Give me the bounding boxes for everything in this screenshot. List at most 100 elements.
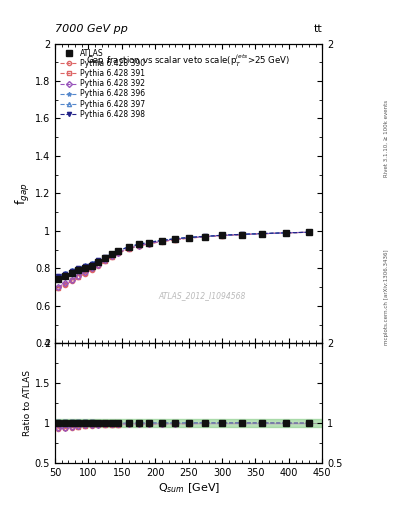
- Pythia 6.428 398: [76, 265, 81, 271]
- Pythia 6.428 391: [116, 250, 121, 256]
- Pythia 6.428 397: [56, 273, 61, 279]
- Pythia 6.428 398: [260, 230, 264, 237]
- Pythia 6.428 396: [56, 273, 61, 280]
- X-axis label: Q$_{sum}$ [GeV]: Q$_{sum}$ [GeV]: [158, 481, 220, 495]
- Pythia 6.428 397: [103, 254, 108, 260]
- Pythia 6.428 396: [126, 244, 131, 250]
- Pythia 6.428 390: [307, 229, 311, 236]
- Pythia 6.428 390: [260, 231, 264, 237]
- Pythia 6.428 392: [126, 245, 131, 251]
- Pythia 6.428 398: [63, 271, 68, 277]
- Line: Pythia 6.428 390: Pythia 6.428 390: [56, 230, 311, 291]
- Pythia 6.428 396: [109, 251, 114, 257]
- Line: Pythia 6.428 391: Pythia 6.428 391: [56, 230, 311, 290]
- Pythia 6.428 398: [103, 254, 108, 260]
- Pythia 6.428 390: [63, 282, 68, 288]
- Pythia 6.428 391: [63, 281, 68, 287]
- Pythia 6.428 398: [146, 240, 151, 246]
- Line: Pythia 6.428 396: Pythia 6.428 396: [56, 230, 311, 279]
- Pythia 6.428 396: [69, 267, 74, 273]
- Pythia 6.428 392: [90, 265, 94, 271]
- Pythia 6.428 396: [307, 229, 311, 236]
- Pythia 6.428 392: [69, 276, 74, 283]
- Pythia 6.428 392: [63, 281, 68, 287]
- Pythia 6.428 390: [103, 258, 108, 264]
- Pythia 6.428 397: [173, 236, 178, 242]
- Pythia 6.428 396: [220, 232, 224, 238]
- Pythia 6.428 398: [56, 273, 61, 280]
- Pythia 6.428 391: [186, 235, 191, 241]
- Pythia 6.428 398: [96, 258, 101, 264]
- Pythia 6.428 398: [116, 248, 121, 254]
- Text: 7000 GeV pp: 7000 GeV pp: [55, 24, 128, 34]
- Pythia 6.428 397: [83, 262, 88, 268]
- Pythia 6.428 398: [220, 232, 224, 238]
- Pythia 6.428 391: [136, 243, 141, 249]
- Text: tt: tt: [314, 24, 322, 34]
- Pythia 6.428 392: [56, 284, 61, 290]
- Pythia 6.428 398: [240, 231, 244, 238]
- Pythia 6.428 392: [83, 269, 88, 275]
- Pythia 6.428 397: [146, 239, 151, 245]
- Pythia 6.428 390: [56, 285, 61, 291]
- Pythia 6.428 390: [160, 239, 164, 245]
- Pythia 6.428 397: [260, 230, 264, 237]
- Pythia 6.428 398: [307, 229, 311, 236]
- Pythia 6.428 391: [56, 285, 61, 291]
- Pythia 6.428 398: [160, 238, 164, 244]
- Bar: [55, 419, 322, 428]
- Pythia 6.428 390: [220, 232, 224, 239]
- Pythia 6.428 397: [76, 265, 81, 271]
- Pythia 6.428 392: [220, 232, 224, 239]
- Pythia 6.428 391: [76, 273, 81, 280]
- Pythia 6.428 391: [146, 241, 151, 247]
- Pythia 6.428 396: [63, 270, 68, 276]
- Pythia 6.428 390: [76, 274, 81, 281]
- Pythia 6.428 390: [136, 243, 141, 249]
- Pythia 6.428 390: [116, 250, 121, 257]
- Pythia 6.428 397: [307, 229, 311, 236]
- Pythia 6.428 391: [83, 270, 88, 276]
- Pythia 6.428 390: [240, 231, 244, 238]
- Pythia 6.428 397: [186, 234, 191, 241]
- Line: Pythia 6.428 392: Pythia 6.428 392: [56, 230, 311, 289]
- Pythia 6.428 396: [76, 265, 81, 271]
- Pythia 6.428 392: [116, 250, 121, 256]
- Pythia 6.428 396: [173, 236, 178, 242]
- Pythia 6.428 391: [103, 258, 108, 264]
- Line: Pythia 6.428 398: Pythia 6.428 398: [56, 230, 311, 279]
- Pythia 6.428 396: [103, 254, 108, 260]
- Pythia 6.428 392: [283, 230, 288, 236]
- Y-axis label: f$_{gap}$: f$_{gap}$: [14, 182, 32, 205]
- Text: mcplots.cern.ch [arXiv:1306.3436]: mcplots.cern.ch [arXiv:1306.3436]: [384, 249, 389, 345]
- Pythia 6.428 397: [90, 260, 94, 266]
- Pythia 6.428 392: [173, 237, 178, 243]
- Pythia 6.428 392: [203, 233, 208, 240]
- Pythia 6.428 391: [69, 278, 74, 284]
- Pythia 6.428 392: [160, 238, 164, 244]
- Pythia 6.428 391: [283, 230, 288, 236]
- Pythia 6.428 397: [96, 257, 101, 263]
- Pythia 6.428 390: [173, 237, 178, 243]
- Text: Gap fraction vs scalar veto scale(p$_T^{jets}$>25 GeV): Gap fraction vs scalar veto scale(p$_T^{…: [86, 53, 291, 69]
- Pythia 6.428 392: [103, 257, 108, 263]
- Pythia 6.428 396: [90, 260, 94, 266]
- Pythia 6.428 392: [109, 253, 114, 259]
- Pythia 6.428 397: [109, 251, 114, 257]
- Legend: ATLAS, Pythia 6.428 390, Pythia 6.428 391, Pythia 6.428 392, Pythia 6.428 396, P: ATLAS, Pythia 6.428 390, Pythia 6.428 39…: [59, 47, 147, 120]
- Pythia 6.428 391: [126, 245, 131, 251]
- Pythia 6.428 396: [283, 230, 288, 236]
- Pythia 6.428 391: [160, 239, 164, 245]
- Pythia 6.428 396: [260, 230, 264, 237]
- Pythia 6.428 390: [146, 241, 151, 247]
- Pythia 6.428 397: [203, 233, 208, 239]
- Pythia 6.428 398: [136, 241, 141, 247]
- Pythia 6.428 398: [203, 233, 208, 240]
- Pythia 6.428 391: [173, 237, 178, 243]
- Y-axis label: Ratio to ATLAS: Ratio to ATLAS: [23, 370, 32, 436]
- Pythia 6.428 398: [109, 251, 114, 257]
- Pythia 6.428 390: [203, 233, 208, 240]
- Pythia 6.428 398: [186, 234, 191, 241]
- Pythia 6.428 396: [83, 263, 88, 269]
- Pythia 6.428 392: [307, 229, 311, 236]
